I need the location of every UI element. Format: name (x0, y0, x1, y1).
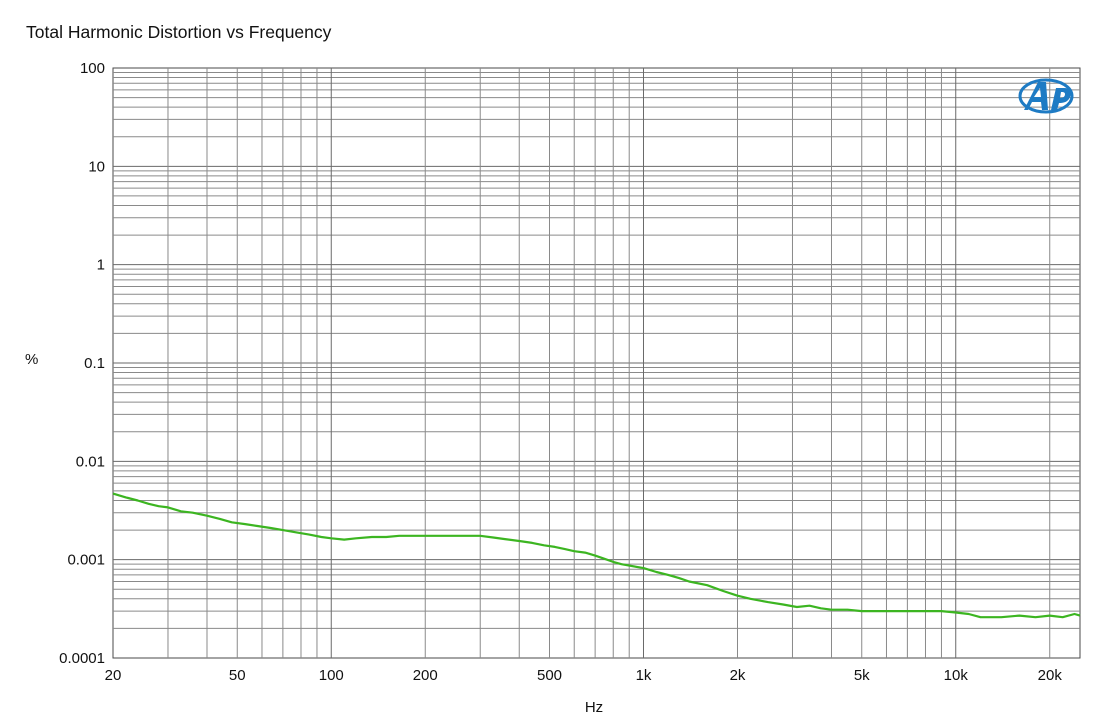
ap-logo-icon (1018, 78, 1074, 114)
series-line (112, 492, 1081, 619)
chart-title: Total Harmonic Distortion vs Frequency (26, 22, 332, 42)
y-tick-label: 0.01 (76, 453, 105, 470)
y-tick-label: 0.1 (84, 355, 105, 372)
x-tick-label: 20k (1038, 667, 1063, 684)
y-tick-label: 0.001 (67, 552, 105, 569)
x-tick-label: 1k (636, 667, 652, 684)
y-tick-label: 100 (80, 60, 105, 77)
x-tick-label: 500 (537, 667, 562, 684)
x-tick-label: 50 (229, 667, 246, 684)
series-group (112, 492, 1081, 619)
x-tick-label: 200 (413, 667, 438, 684)
y-tick-label: 1 (97, 257, 105, 274)
x-tick-label: 10k (944, 667, 969, 684)
y-axis-label: % (25, 351, 38, 368)
x-tick-labels: 20 50 100 200 500 1k 2k 5k 10k 20k (105, 667, 1063, 684)
x-tick-label: 5k (854, 667, 870, 684)
x-tick-label: 2k (730, 667, 746, 684)
x-tick-label: 100 (319, 667, 344, 684)
grid (112, 67, 1081, 659)
x-tick-label: 20 (105, 667, 122, 684)
y-tick-labels: 100 10 1 0.1 0.01 0.001 0.0001 (59, 60, 105, 667)
y-tick-label: 10 (88, 158, 105, 175)
x-axis-label: Hz (585, 699, 603, 716)
y-tick-label: 0.0001 (59, 650, 105, 667)
